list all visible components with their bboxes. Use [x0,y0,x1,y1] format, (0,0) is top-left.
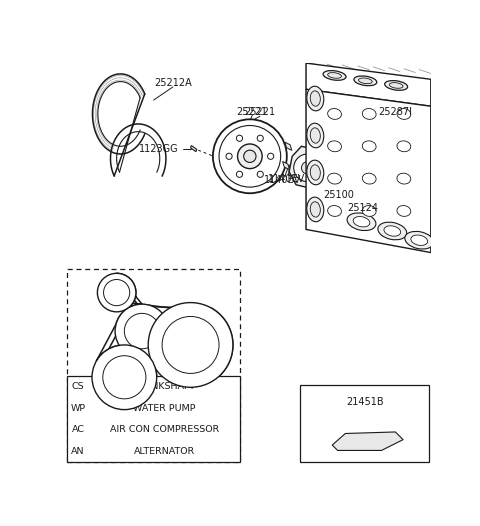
Circle shape [388,148,396,156]
Circle shape [257,171,264,177]
Ellipse shape [310,128,320,143]
Text: 1140EV: 1140EV [267,175,305,185]
Circle shape [213,119,287,193]
Text: WATER PUMP: WATER PUMP [133,403,196,412]
Text: 25287I: 25287I [378,107,412,117]
Text: 1140EV: 1140EV [264,175,301,185]
Circle shape [319,173,325,178]
Polygon shape [306,89,431,252]
Ellipse shape [316,139,364,199]
Circle shape [115,304,169,358]
Circle shape [162,317,219,373]
Polygon shape [285,142,292,150]
Circle shape [267,153,274,159]
Text: CS: CS [183,340,198,350]
Polygon shape [191,146,197,151]
Text: WP: WP [71,403,86,412]
Ellipse shape [328,108,341,119]
Ellipse shape [397,206,411,216]
Circle shape [340,189,346,195]
Ellipse shape [328,173,341,184]
Ellipse shape [307,86,324,111]
Circle shape [236,171,242,177]
Circle shape [377,137,408,168]
Circle shape [238,144,262,169]
Text: WP: WP [134,326,150,336]
Circle shape [360,120,425,185]
Ellipse shape [307,197,324,222]
Ellipse shape [378,222,407,240]
Text: 25287I: 25287I [385,107,420,117]
Ellipse shape [362,141,376,151]
Circle shape [148,302,233,387]
Ellipse shape [384,226,401,236]
Circle shape [236,135,242,141]
Ellipse shape [328,141,341,151]
Text: ALTERNATOR: ALTERNATOR [134,447,195,456]
Text: 25221: 25221 [244,107,276,117]
Circle shape [92,345,156,410]
Circle shape [334,144,340,150]
Ellipse shape [397,141,411,151]
Circle shape [244,150,256,163]
Text: 25212A: 25212A [154,78,192,88]
Ellipse shape [323,70,346,80]
Text: 1123GG: 1123GG [139,144,179,154]
Ellipse shape [384,80,408,90]
Circle shape [384,145,400,160]
Text: AC: AC [72,425,84,434]
Ellipse shape [310,91,320,106]
Ellipse shape [310,165,320,180]
Circle shape [294,154,322,181]
Text: 25221: 25221 [237,107,268,117]
Text: CRANKSHAFT: CRANKSHAFT [133,382,196,391]
Ellipse shape [397,108,411,119]
Ellipse shape [397,173,411,184]
Ellipse shape [307,123,324,148]
Circle shape [103,356,146,399]
Polygon shape [289,146,331,189]
Ellipse shape [362,108,376,119]
Polygon shape [306,63,431,106]
Bar [300,385,429,462]
Text: AN: AN [109,288,124,298]
Circle shape [97,274,136,312]
Ellipse shape [353,217,370,227]
Ellipse shape [328,206,341,216]
Text: AC: AC [117,372,132,382]
Text: 25100: 25100 [319,187,350,197]
Text: AIR CON COMPRESSOR: AIR CON COMPRESSOR [110,425,219,434]
Polygon shape [332,432,403,450]
Circle shape [104,279,130,306]
Circle shape [124,313,160,349]
Ellipse shape [328,73,341,78]
Circle shape [355,160,361,167]
Circle shape [430,148,439,157]
Ellipse shape [389,83,403,88]
Text: 25100: 25100 [323,190,354,200]
Ellipse shape [347,213,376,230]
Text: 25124: 25124 [342,201,373,211]
Circle shape [226,153,232,159]
Ellipse shape [354,76,377,86]
Text: 21451B: 21451B [346,397,384,407]
Ellipse shape [359,78,372,84]
Text: 25124: 25124 [348,203,379,213]
Bar [67,376,240,462]
Ellipse shape [405,231,433,249]
Ellipse shape [310,202,320,217]
Circle shape [301,161,314,174]
Ellipse shape [362,206,376,216]
Ellipse shape [411,235,428,246]
Text: CS: CS [72,382,84,391]
Ellipse shape [307,160,324,185]
Polygon shape [283,161,289,170]
Ellipse shape [362,173,376,184]
Circle shape [257,135,264,141]
Text: AN: AN [72,447,85,456]
Bar [67,269,240,462]
